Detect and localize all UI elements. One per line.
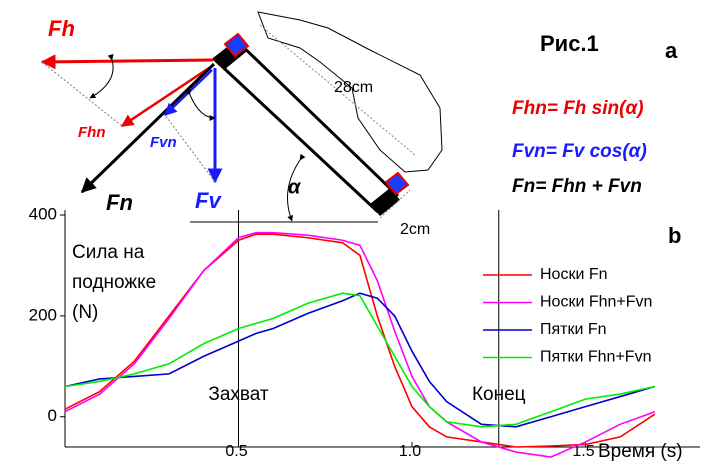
y-axis-label: Сила на xyxy=(72,242,145,263)
annotation: Захват xyxy=(208,384,269,405)
angle-arc xyxy=(90,60,113,98)
y-tick-label: 0 xyxy=(48,406,57,425)
y-axis-label: подножке xyxy=(72,272,156,293)
force-label: Fhn xyxy=(78,124,106,141)
force-label: Fn xyxy=(106,190,133,215)
legend-label: Носки Fn xyxy=(540,266,608,283)
formula: Fhn= Fh sin(α) xyxy=(512,98,644,119)
width-label: 2cm xyxy=(400,221,430,238)
formula: Fvn= Fv cos(α) xyxy=(512,141,647,162)
length-label: 28cm xyxy=(334,79,373,96)
angle-arc xyxy=(190,95,215,118)
line-chart: b Сила на подножке (N) Время (s) 0 200 400… xyxy=(29,205,700,462)
helper-line xyxy=(42,62,122,126)
x-tick-label: 0.5 xyxy=(225,443,247,460)
formula: Fn= Fhn + Fvn xyxy=(512,176,642,197)
panel-label: a xyxy=(665,38,678,63)
legend-label: Носки Fhn+Fvn xyxy=(540,294,652,311)
x-tick-label: 1.0 xyxy=(399,443,421,460)
y-tick-label: 200 xyxy=(29,305,57,324)
figure: Fh Fhn Fvn Fn Fv α 28cm 2cm Рис.1 a Fhn=… xyxy=(0,0,720,469)
force-label: Fvn xyxy=(150,134,177,151)
y-tick-label: 400 xyxy=(29,205,57,224)
legend-label: Пятки Fhn+Fvn xyxy=(540,349,651,366)
legend-label: Пятки Fn xyxy=(540,321,607,338)
y-axis-label: (N) xyxy=(72,302,98,323)
x-axis-label: Время (s) xyxy=(598,441,683,462)
force-label: Fv xyxy=(195,188,222,213)
force-diagram: Fh Fhn Fvn Fn Fv α 28cm 2cm Рис.1 a Fhn=… xyxy=(42,12,678,238)
panel-label: b xyxy=(668,223,681,248)
board-edge xyxy=(236,40,398,196)
annotation: Конец xyxy=(472,384,526,405)
figure-title: Рис.1 xyxy=(540,31,599,56)
angle-label: α xyxy=(288,176,302,198)
force-label: Fh xyxy=(48,16,75,41)
force-arrow xyxy=(42,60,213,62)
